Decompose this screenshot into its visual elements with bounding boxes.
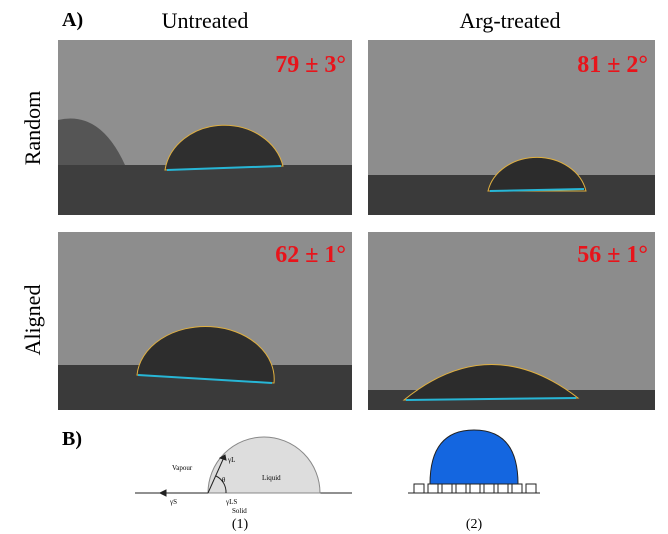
label: Vapour: [172, 464, 193, 472]
schematic: [408, 430, 540, 493]
label: Liquid: [262, 474, 281, 482]
label: γL: [227, 456, 235, 464]
panel-label: A): [62, 9, 83, 31]
contact-angle: 62 ± 1°: [275, 242, 346, 268]
column-header: Arg-treated: [460, 8, 561, 33]
figure: A) Untreated Arg-treated Random Aligned …: [0, 0, 668, 534]
row-header: Aligned: [20, 285, 45, 356]
caption: (1): [232, 517, 249, 532]
row-header: Random: [20, 91, 45, 166]
column-header: Untreated: [162, 8, 249, 33]
label: γS: [169, 498, 177, 506]
label: Solid: [232, 507, 247, 515]
schematic: [135, 437, 352, 496]
contact-angle: 79 ± 3°: [275, 52, 346, 78]
contact-angle: 81 ± 2°: [577, 52, 648, 78]
panel-label: B): [62, 428, 82, 450]
label: γLS: [225, 498, 237, 506]
caption: (2): [466, 517, 483, 532]
contact-angle: 56 ± 1°: [577, 242, 648, 268]
